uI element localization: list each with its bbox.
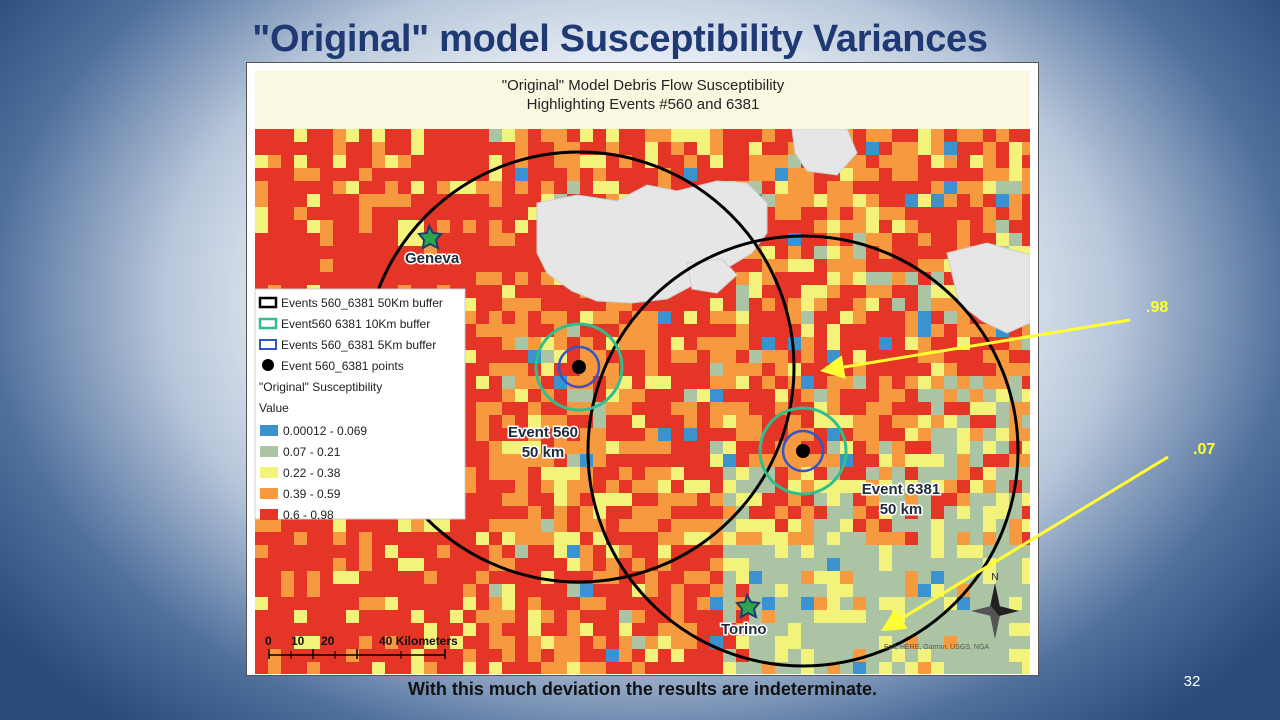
slide-caption: With this much deviation the results are… xyxy=(408,679,877,699)
map-frame: "Original" Model Debris Flow Susceptibil… xyxy=(246,62,1039,676)
event-560-point xyxy=(572,360,586,374)
legend-class-swatch xyxy=(260,467,278,478)
scale-tick-0: 0 xyxy=(265,634,272,648)
event-6381-name: Event 6381 xyxy=(862,481,940,498)
legend-class-label: 0.6 - 0.98 xyxy=(283,508,334,522)
legend-swatch-5km xyxy=(259,339,277,350)
legend-value-label: Value xyxy=(259,401,289,415)
legend-item-points: Event 560_6381 points xyxy=(281,359,404,373)
legend-class-swatch xyxy=(260,509,278,520)
legend-swatch-50km xyxy=(258,296,278,309)
mountain-no-data-area xyxy=(536,129,1030,334)
event-6381-radius: 50 km xyxy=(880,501,923,518)
event-560-5km-buffer xyxy=(557,345,601,389)
scale-bar: 0 10 20 40 Kilometers xyxy=(265,634,458,659)
map-title-band xyxy=(255,71,1030,129)
map-title-line1: "Original" Model Debris Flow Susceptibil… xyxy=(502,77,785,94)
legend-raster-title: "Original" Susceptibility xyxy=(259,380,382,394)
geneva-marker: Geneva xyxy=(404,223,461,269)
event-6381-50km-buffer xyxy=(586,234,1020,668)
event-buffers xyxy=(362,150,1020,668)
legend-class-swatch xyxy=(260,446,278,457)
legend-class-label: 0.39 - 0.59 xyxy=(283,487,341,501)
map-title-line2: Highlighting Events #560 and 6381 xyxy=(527,96,760,113)
slide-number: 32 xyxy=(1183,673,1201,690)
legend-item-5km: Events 560_6381 5Km buffer xyxy=(281,338,436,352)
scale-tick-10: 10 xyxy=(291,634,305,648)
legend-item-10km: Event560 6381 10Km buffer xyxy=(281,317,430,331)
callout-label-07: .07 xyxy=(1193,441,1216,458)
legend-class-label: 0.00012 - 0.069 xyxy=(283,424,367,438)
legend-class-swatch xyxy=(260,488,278,499)
slide-title: "Original" model Susceptibility Variance… xyxy=(252,18,988,60)
torino-marker: Torino xyxy=(720,592,768,640)
event-560-radius: 50 km xyxy=(522,444,565,461)
city-label-torino: Torino xyxy=(721,621,767,638)
legend-class-label: 0.22 - 0.38 xyxy=(283,466,341,480)
event-6381-10km-buffer xyxy=(758,406,848,496)
city-label-geneva: Geneva xyxy=(405,250,460,267)
event-560-label: Event 560 50 km xyxy=(506,423,579,463)
map-legend: Events 560_6381 50Km buffer Event560 638… xyxy=(254,288,466,522)
scale-tick-20: 20 xyxy=(321,634,335,648)
callout-label-98: .98 xyxy=(1146,299,1169,316)
map-attribution: Esri, HERE, Garmin, USGS, NGA xyxy=(884,644,989,651)
event-6381-5km-buffer xyxy=(781,429,825,473)
legend-swatch-10km xyxy=(258,317,278,330)
event-560-name: Event 560 xyxy=(508,424,578,441)
north-label: N xyxy=(991,572,998,583)
event-6381-point xyxy=(796,444,810,458)
legend-class-label: 0.07 - 0.21 xyxy=(283,445,341,459)
event-560-10km-buffer xyxy=(534,322,624,412)
susceptibility-map: "Original" Model Debris Flow Susceptibil… xyxy=(254,71,1030,674)
legend-swatch-points xyxy=(262,359,274,371)
legend-class-swatch xyxy=(260,425,278,436)
scale-tick-40: 40 Kilometers xyxy=(379,634,458,648)
legend-item-50km: Events 560_6381 50Km buffer xyxy=(281,296,443,310)
